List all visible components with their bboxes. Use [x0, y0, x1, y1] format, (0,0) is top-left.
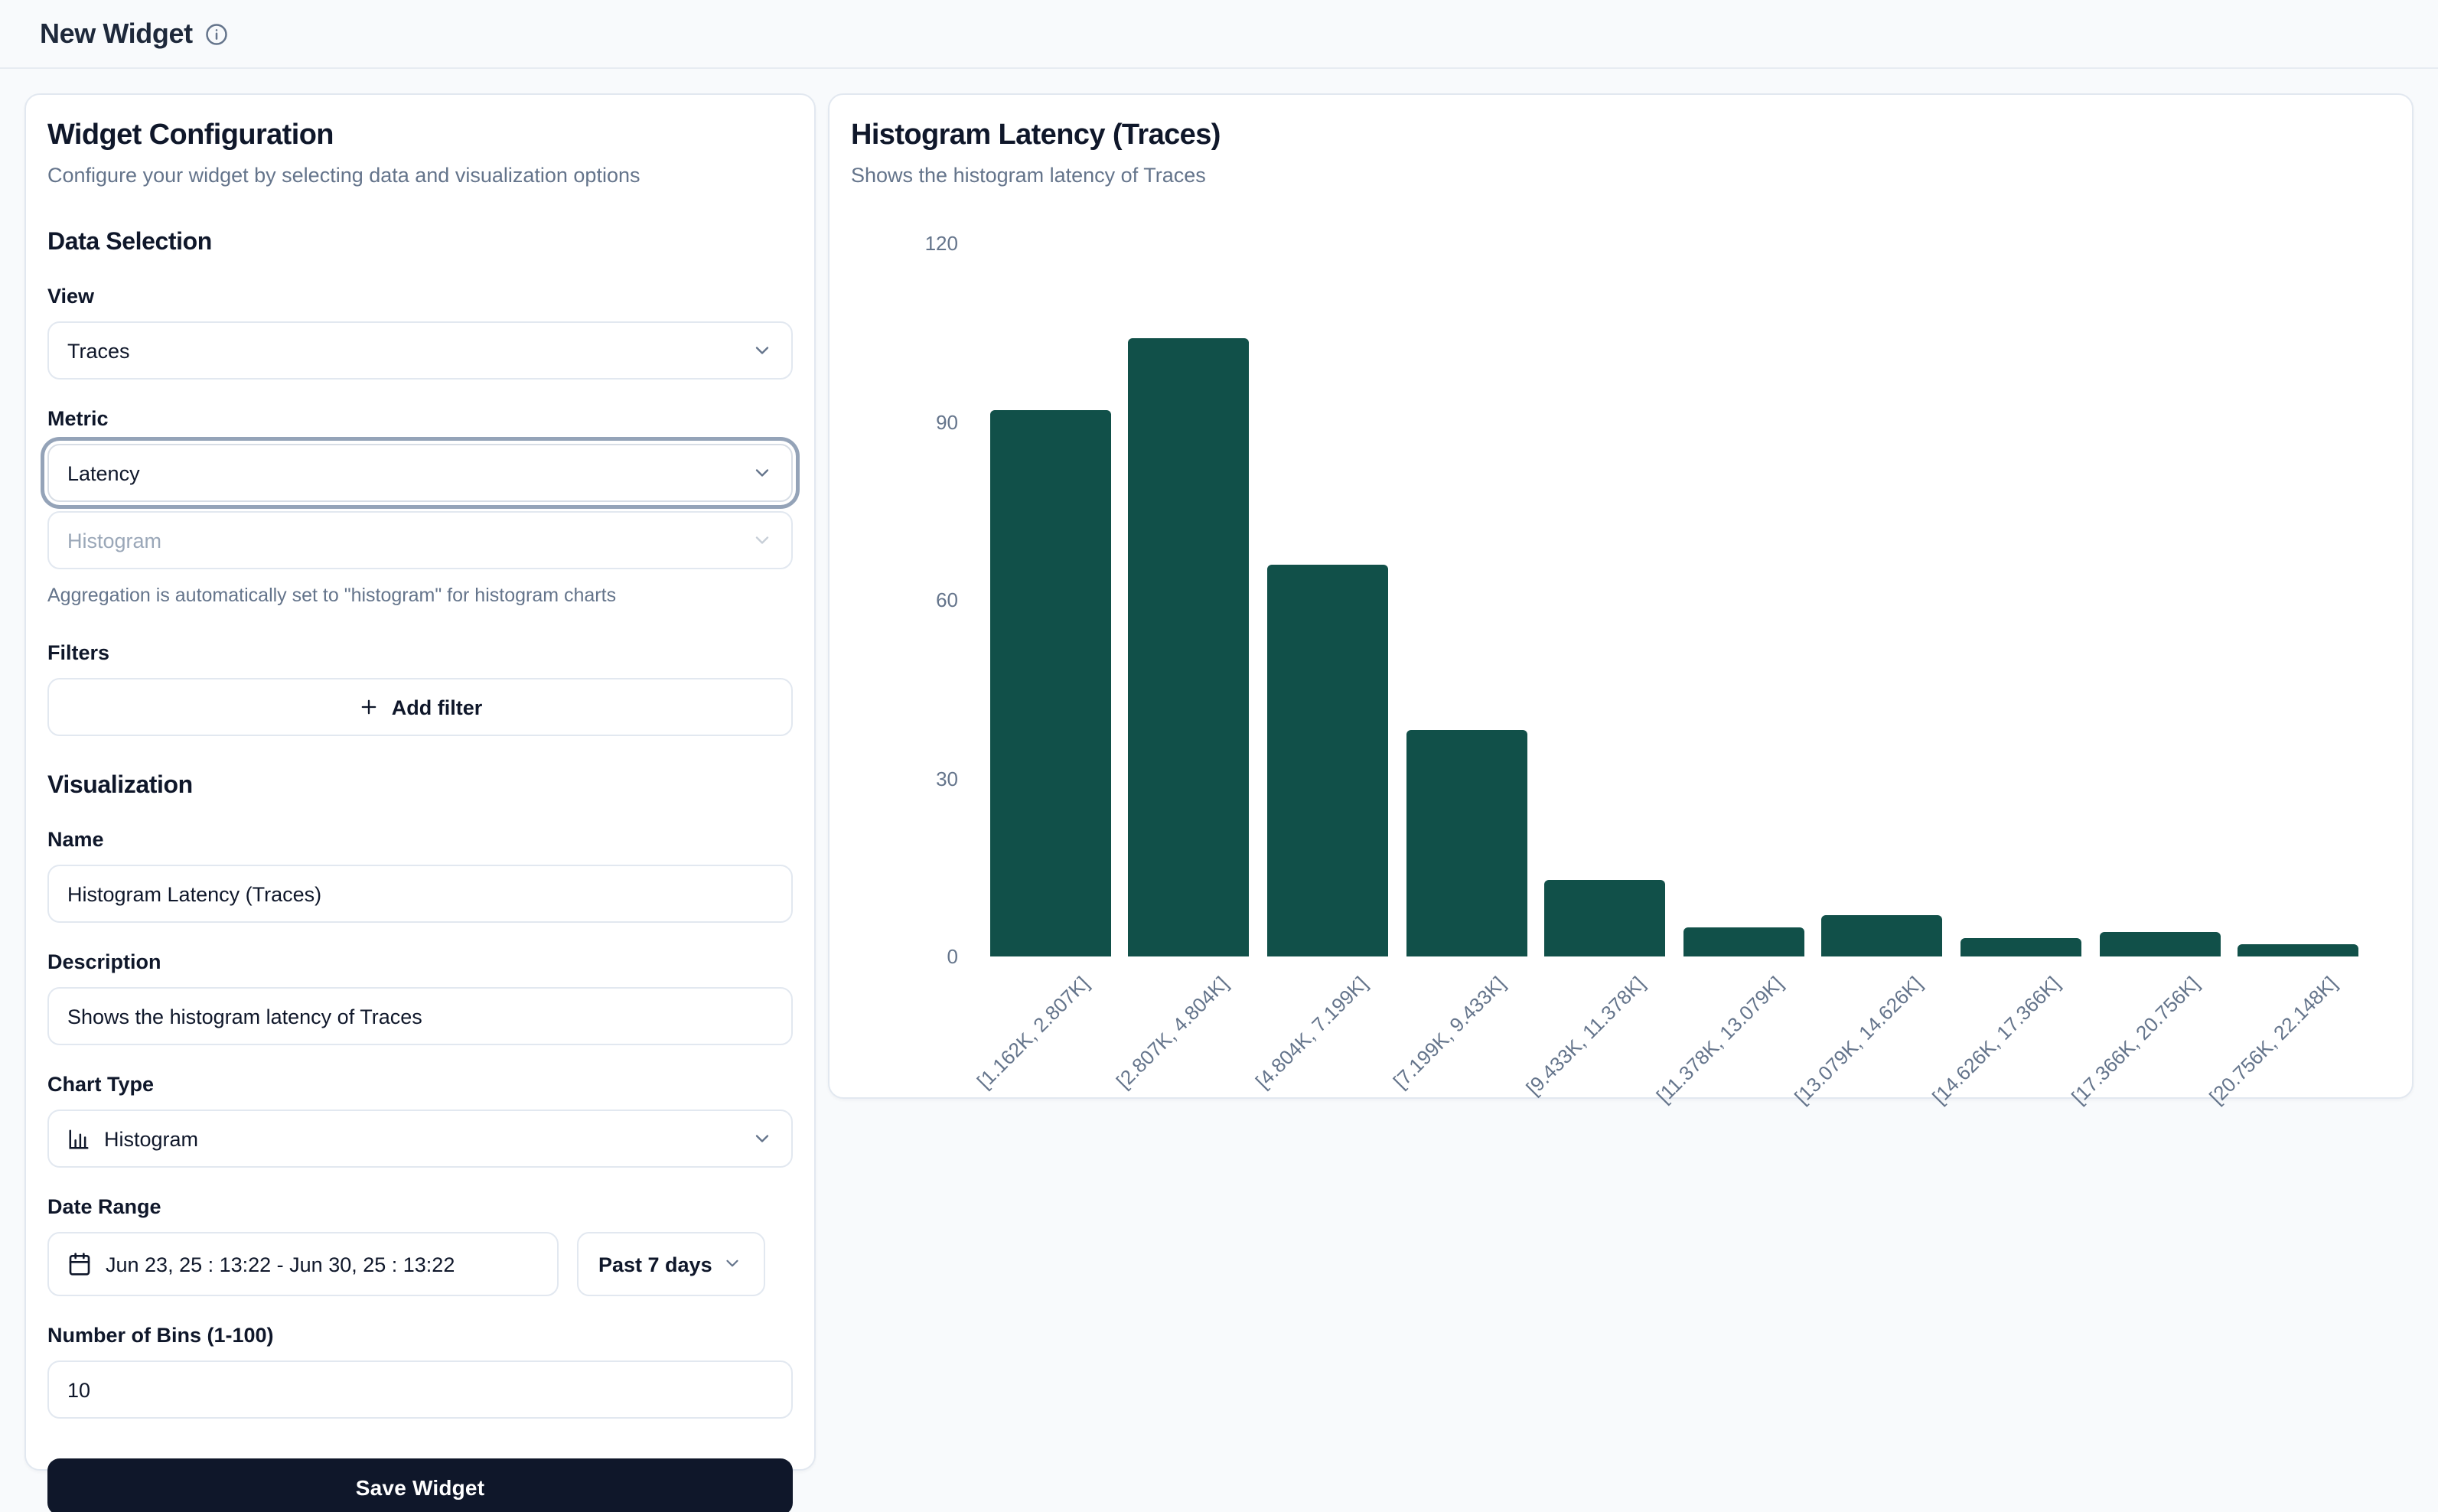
bar-slot: [7.199K, 9.433K] [1389, 243, 1536, 1093]
x-axis-tick-label: [14.626K, 17.366K] [1928, 972, 2065, 1109]
histogram-bar [1266, 564, 1388, 956]
aggregation-select-value: Histogram [67, 529, 162, 552]
name-label: Name [47, 828, 104, 851]
x-axis-tick-label: [20.756K, 22.148K] [2205, 972, 2342, 1109]
y-axis-tick-label: 60 [936, 588, 958, 611]
chart-type-select[interactable]: Histogram [47, 1110, 793, 1168]
info-icon[interactable] [205, 22, 228, 45]
bar-slot: [20.756K, 22.148K] [2205, 243, 2368, 1109]
preview-subtitle: Shows the histogram latency of Traces [851, 164, 1206, 187]
chart-type-label: Chart Type [47, 1073, 155, 1096]
config-panel-subtitle: Configure your widget by selecting data … [47, 164, 640, 187]
chevron-down-icon [723, 1253, 745, 1275]
histogram-bar [2238, 944, 2359, 956]
histogram-chart: 0 30 60 90 120 [1.162K, 2.807K] [2.807K, 4.80… [851, 232, 2368, 1109]
data-selection-heading: Data Selection [47, 230, 212, 256]
name-input[interactable] [47, 865, 793, 923]
histogram-bar [1544, 879, 1666, 956]
x-axis-tick-label: [4.804K, 7.199K] [1250, 972, 1372, 1093]
histogram-bar [989, 409, 1111, 956]
date-range-label: Date Range [47, 1195, 161, 1218]
histogram-chart-icon [67, 1127, 90, 1150]
visualization-heading: Visualization [47, 773, 193, 799]
bar-slot: [9.433K, 11.378K] [1521, 243, 1674, 1100]
description-label: Description [47, 950, 161, 973]
config-panel-title: Widget Configuration [47, 119, 334, 152]
y-axis-tick-label: 30 [936, 767, 958, 790]
bar-slot: [4.804K, 7.199K] [1250, 243, 1397, 1093]
bar-slot: [1.162K, 2.807K] [973, 243, 1120, 1093]
add-filter-button[interactable]: Add filter [47, 678, 793, 736]
aggregation-hint: Aggregation is automatically set to "his… [47, 585, 617, 606]
y-axis-tick-label: 0 [947, 945, 958, 968]
y-axis-tick-label: 90 [936, 410, 958, 433]
date-preset-value: Past 7 days [598, 1253, 712, 1276]
y-axis-tick-label: 120 [924, 232, 958, 255]
view-select-value: Traces [67, 339, 130, 362]
preview-title: Histogram Latency (Traces) [851, 119, 1221, 152]
chevron-down-icon [751, 340, 773, 361]
metric-select-value: Latency [67, 461, 140, 484]
page-title: New Widget [40, 18, 193, 48]
histogram-bar [1683, 927, 1804, 956]
x-axis-tick-label: [11.378K, 13.079K] [1651, 972, 1788, 1108]
metric-label: Metric [47, 407, 109, 430]
histogram-bar [1128, 338, 1250, 956]
x-axis-tick-label: [9.433K, 11.378K] [1520, 972, 1649, 1100]
filters-label: Filters [47, 641, 110, 664]
add-filter-label: Add filter [391, 696, 483, 719]
bins-label: Number of Bins (1-100) [47, 1324, 274, 1347]
widget-preview-panel: Histogram Latency (Traces) Shows the his… [828, 93, 2414, 1109]
date-range-row: Jun 23, 25 : 13:22 - Jun 30, 25 : 13:22 … [47, 1232, 793, 1296]
chevron-down-icon [751, 530, 773, 551]
save-widget-button[interactable]: Save Widget [47, 1458, 793, 1512]
metric-select[interactable]: Latency [47, 444, 793, 502]
bar-slot: [11.378K, 13.079K] [1651, 243, 1813, 1107]
x-axis-tick-label: [7.199K, 9.433K] [1389, 972, 1511, 1093]
plus-icon [358, 696, 380, 718]
chart-type-value: Histogram [104, 1127, 199, 1150]
x-axis-tick-label: [13.079K, 14.626K] [1789, 972, 1926, 1109]
chevron-down-icon [751, 462, 773, 484]
date-range-button[interactable]: Jun 23, 25 : 13:22 - Jun 30, 25 : 13:22 [47, 1232, 559, 1296]
chevron-down-icon [751, 1128, 773, 1149]
histogram-bar [1821, 914, 1943, 956]
x-axis-tick-label: [1.162K, 2.807K] [973, 972, 1094, 1093]
view-select[interactable]: Traces [47, 321, 793, 380]
calendar-icon [67, 1252, 92, 1276]
widget-configuration-panel: Widget Configuration Configure your widg… [24, 93, 816, 1512]
histogram-bar [2099, 932, 2221, 956]
histogram-bar [1406, 730, 1527, 956]
bar-slot: [13.079K, 14.626K] [1789, 243, 1951, 1109]
bar-slot: [17.366K, 20.756K] [2067, 243, 2229, 1109]
bar-slot: [14.626K, 17.366K] [1928, 243, 2090, 1109]
description-input[interactable] [47, 987, 793, 1045]
view-label: View [47, 285, 95, 308]
bins-input[interactable] [47, 1360, 793, 1419]
aggregation-select: Histogram [47, 511, 793, 569]
date-range-value: Jun 23, 25 : 13:22 - Jun 30, 25 : 13:22 [106, 1253, 455, 1276]
chart-y-axis: 0 30 60 90 120 [851, 232, 958, 968]
date-preset-button[interactable]: Past 7 days [577, 1232, 766, 1296]
histogram-bar [1960, 938, 2081, 956]
top-bar: New Widget [0, 0, 2438, 69]
bar-slot: [2.807K, 4.804K] [1112, 243, 1258, 1093]
x-axis-tick-label: [2.807K, 4.804K] [1111, 972, 1233, 1093]
chart-bars: [1.162K, 2.807K] [2.807K, 4.804K] [4.804K,… [973, 243, 2368, 1109]
x-axis-tick-label: [17.366K, 20.756K] [2066, 972, 2204, 1109]
